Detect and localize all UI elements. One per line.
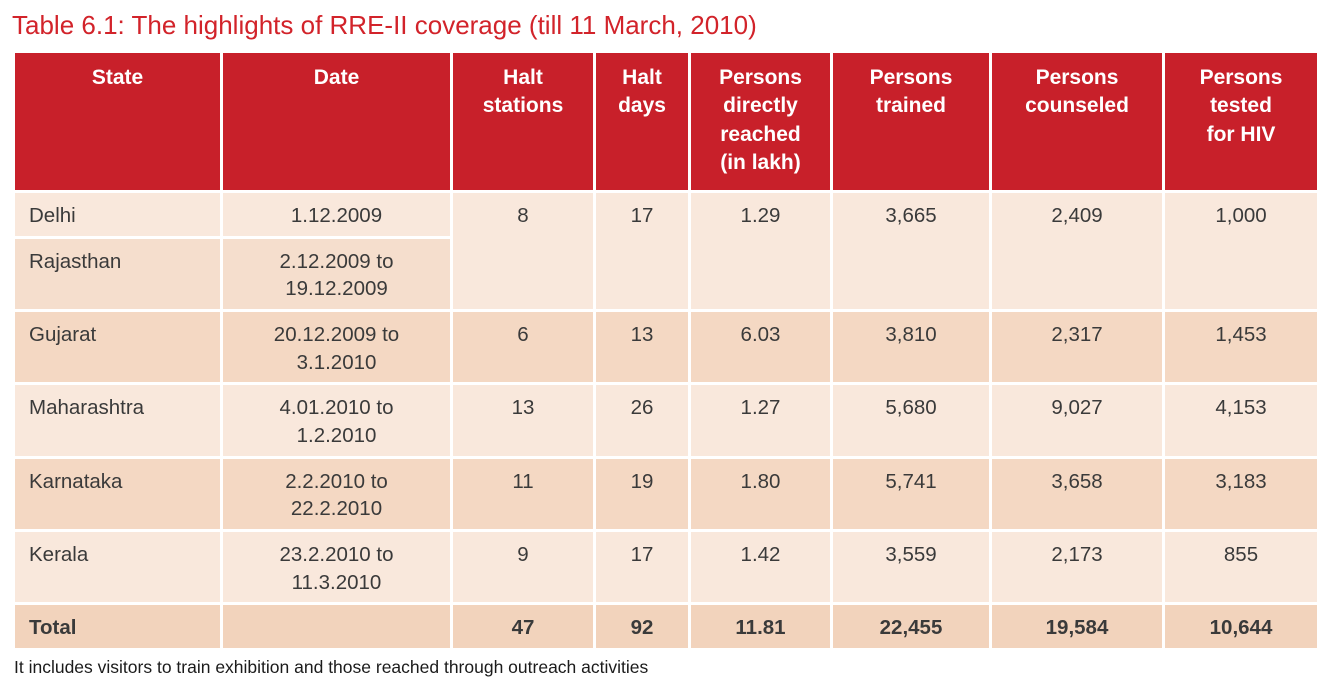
table-row-gujarat: Gujarat 20.12.2009 to 3.1.2010 6 13 6.03… bbox=[12, 309, 1320, 386]
cell-persons-tested: 4,153 bbox=[1162, 382, 1320, 459]
cell-state: Maharashtra bbox=[12, 382, 223, 459]
cell-persons-counseled: 9,027 bbox=[989, 382, 1165, 459]
cell-persons-reached: 1.27 bbox=[688, 382, 833, 459]
rre-coverage-table: State Date Halt stations Halt days Perso… bbox=[12, 50, 1320, 652]
cell-halt-days: 19 bbox=[593, 455, 691, 533]
cell-date bbox=[220, 602, 453, 652]
cell-state: Kerala bbox=[12, 529, 223, 606]
col-header-halt-days: Halt days bbox=[593, 50, 691, 193]
cell-persons-trained: 3,559 bbox=[830, 529, 992, 606]
cell-halt-days-total: 92 bbox=[593, 602, 691, 652]
cell-persons-trained-total: 22,455 bbox=[830, 602, 992, 652]
cell-halt-stations: 8 bbox=[450, 189, 596, 313]
cell-persons-tested: 855 bbox=[1162, 529, 1320, 606]
report-page: Table 6.1: The highlights of RRE-II cove… bbox=[12, 10, 1320, 678]
cell-halt-days: 17 bbox=[593, 529, 691, 606]
cell-persons-tested: 3,183 bbox=[1162, 455, 1320, 533]
col-header-persons-trained: Persons trained bbox=[830, 50, 992, 193]
col-header-persons-tested: Persons tested for HIV bbox=[1162, 50, 1320, 193]
cell-persons-reached: 1.29 bbox=[688, 189, 833, 313]
cell-persons-trained: 5,741 bbox=[830, 455, 992, 533]
cell-date: 1.12.2009 bbox=[220, 190, 453, 239]
table-row-karnataka: Karnataka 2.2.2010 to 22.2.2010 11 19 1.… bbox=[12, 455, 1320, 533]
cell-halt-stations: 11 bbox=[450, 455, 596, 533]
col-header-halt-stations: Halt stations bbox=[450, 50, 596, 193]
cell-persons-trained: 3,665 bbox=[830, 189, 992, 313]
cell-persons-reached-total: 11.81 bbox=[688, 602, 833, 652]
cell-persons-trained: 3,810 bbox=[830, 309, 992, 386]
cell-halt-stations-total: 47 bbox=[450, 602, 596, 652]
cell-halt-days: 26 bbox=[593, 382, 691, 459]
cell-date: 20.12.2009 to 3.1.2010 bbox=[220, 309, 453, 386]
cell-persons-counseled-total: 19,584 bbox=[989, 602, 1165, 652]
cell-persons-counseled: 2,173 bbox=[989, 529, 1165, 606]
cell-state: Rajasthan bbox=[12, 235, 223, 313]
cell-persons-counseled: 2,409 bbox=[989, 189, 1165, 313]
cell-persons-tested: 1,000 bbox=[1162, 189, 1320, 313]
cell-halt-stations: 13 bbox=[450, 382, 596, 459]
cell-persons-reached: 1.80 bbox=[688, 455, 833, 533]
cell-total-label: Total bbox=[12, 602, 223, 652]
cell-persons-reached: 6.03 bbox=[688, 309, 833, 386]
col-header-persons-reached: Persons directly reached (in lakh) bbox=[688, 50, 833, 193]
cell-halt-days: 13 bbox=[593, 309, 691, 386]
table-row-kerala: Kerala 23.2.2010 to 11.3.2010 9 17 1.42 … bbox=[12, 529, 1320, 606]
cell-date: 2.2.2010 to 22.2.2010 bbox=[220, 455, 453, 533]
table-footnote: It includes visitors to train exhibition… bbox=[14, 657, 649, 678]
col-header-state: State bbox=[12, 50, 223, 193]
cell-persons-trained: 5,680 bbox=[830, 382, 992, 459]
cell-persons-reached: 1.42 bbox=[688, 529, 833, 606]
cell-date: 23.2.2010 to 11.3.2010 bbox=[220, 529, 453, 606]
table-row-maharashtra: Maharashtra 4.01.2010 to 1.2.2010 13 26 … bbox=[12, 382, 1320, 459]
cell-state: Gujarat bbox=[12, 309, 223, 386]
cell-state: Delhi bbox=[12, 190, 223, 239]
cell-persons-tested: 1,453 bbox=[1162, 309, 1320, 386]
header-row: State Date Halt stations Halt days Perso… bbox=[12, 50, 1320, 193]
cell-persons-counseled: 2,317 bbox=[989, 309, 1165, 386]
cell-halt-days: 17 bbox=[593, 189, 691, 313]
col-header-date: Date bbox=[220, 50, 453, 193]
col-header-persons-counseled: Persons counseled bbox=[989, 50, 1165, 193]
cell-persons-tested-total: 10,644 bbox=[1162, 602, 1320, 652]
cell-halt-stations: 9 bbox=[450, 529, 596, 606]
cell-state: Karnataka bbox=[12, 455, 223, 533]
table-row-total: Total 47 92 11.81 22,455 19,584 10,644 bbox=[12, 602, 1320, 652]
cell-date: 4.01.2010 to 1.2.2010 bbox=[220, 382, 453, 459]
table-row-delhi: Delhi 1.12.2009 8 17 1.29 3,665 2,409 1,… bbox=[12, 189, 1320, 313]
table-title: Table 6.1: The highlights of RRE-II cove… bbox=[12, 10, 757, 40]
cell-persons-counseled: 3,658 bbox=[989, 455, 1165, 533]
cell-date: 2.12.2009 to 19.12.2009 bbox=[220, 235, 453, 313]
cell-halt-stations: 6 bbox=[450, 309, 596, 386]
table-row-rajasthan: Rajasthan 2.12.2009 to 19.12.2009 bbox=[12, 235, 1319, 313]
